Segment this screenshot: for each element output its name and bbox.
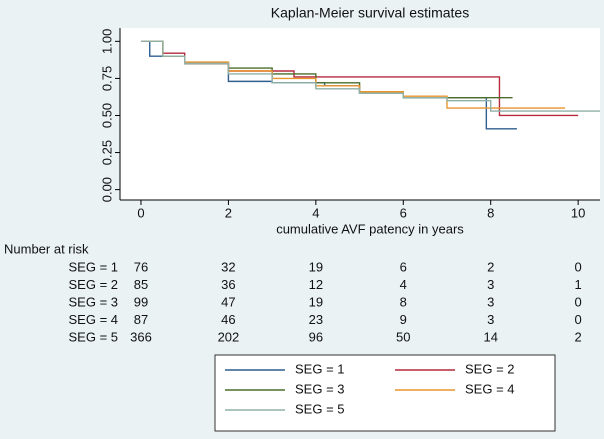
risk-count: 85	[134, 277, 148, 292]
risk-count: 0	[575, 259, 582, 274]
risk-count: 36	[221, 277, 235, 292]
risk-count: 366	[130, 329, 152, 344]
plot-area	[120, 28, 600, 200]
risk-row-label: SEG = 3	[69, 294, 119, 309]
risk-count: 8	[400, 294, 407, 309]
risk-count: 50	[396, 329, 410, 344]
risk-row-label: SEG = 2	[69, 277, 119, 292]
risk-count: 3	[487, 294, 494, 309]
legend-label: SEG = 5	[295, 401, 345, 416]
risk-row-label: SEG = 4	[69, 312, 119, 327]
y-tick-label: 0.50	[99, 103, 114, 128]
y-tick-label: 1.00	[99, 29, 114, 54]
risk-count: 9	[400, 312, 407, 327]
risk-count: 99	[134, 294, 148, 309]
legend-label: SEG = 2	[465, 361, 515, 376]
risk-count: 1	[575, 277, 582, 292]
risk-count: 87	[134, 312, 148, 327]
legend-label: SEG = 4	[465, 381, 515, 396]
chart-title: Kaplan-Meier survival estimates	[271, 5, 469, 21]
risk-count: 12	[309, 277, 323, 292]
x-axis-label: cumulative AVF patency in years	[276, 221, 464, 236]
x-tick-label: 0	[137, 205, 144, 220]
survival-curve	[140, 40, 600, 112]
risk-count: 19	[309, 259, 323, 274]
risk-count: 2	[575, 329, 582, 344]
risk-count: 47	[221, 294, 235, 309]
risk-row-label: SEG = 5	[69, 329, 119, 344]
risk-count: 23	[309, 312, 323, 327]
legend-label: SEG = 1	[295, 361, 345, 376]
y-tick-label: 0.00	[99, 177, 114, 202]
legend	[214, 354, 556, 432]
risk-count: 76	[134, 259, 148, 274]
risk-count: 19	[309, 294, 323, 309]
risk-count: 0	[575, 294, 582, 309]
risk-count: 4	[400, 277, 407, 292]
risk-count: 32	[221, 259, 235, 274]
y-tick-label: 0.25	[99, 140, 114, 165]
risk-count: 2	[487, 259, 494, 274]
y-tick-label: 0.75	[99, 66, 114, 91]
risk-count: 202	[218, 329, 240, 344]
x-tick-label: 6	[400, 205, 407, 220]
risk-count: 96	[309, 329, 323, 344]
risk-title: Number at risk	[4, 241, 89, 256]
risk-count: 14	[483, 329, 497, 344]
x-tick-label: 2	[225, 205, 232, 220]
x-tick-label: 4	[312, 205, 319, 220]
risk-count: 3	[487, 277, 494, 292]
risk-count: 3	[487, 312, 494, 327]
x-tick-label: 8	[487, 205, 494, 220]
risk-row-label: SEG = 1	[69, 259, 119, 274]
legend-label: SEG = 3	[295, 381, 345, 396]
risk-count: 6	[400, 259, 407, 274]
risk-count: 46	[221, 312, 235, 327]
risk-count: 0	[575, 312, 582, 327]
x-tick-label: 10	[571, 205, 585, 220]
